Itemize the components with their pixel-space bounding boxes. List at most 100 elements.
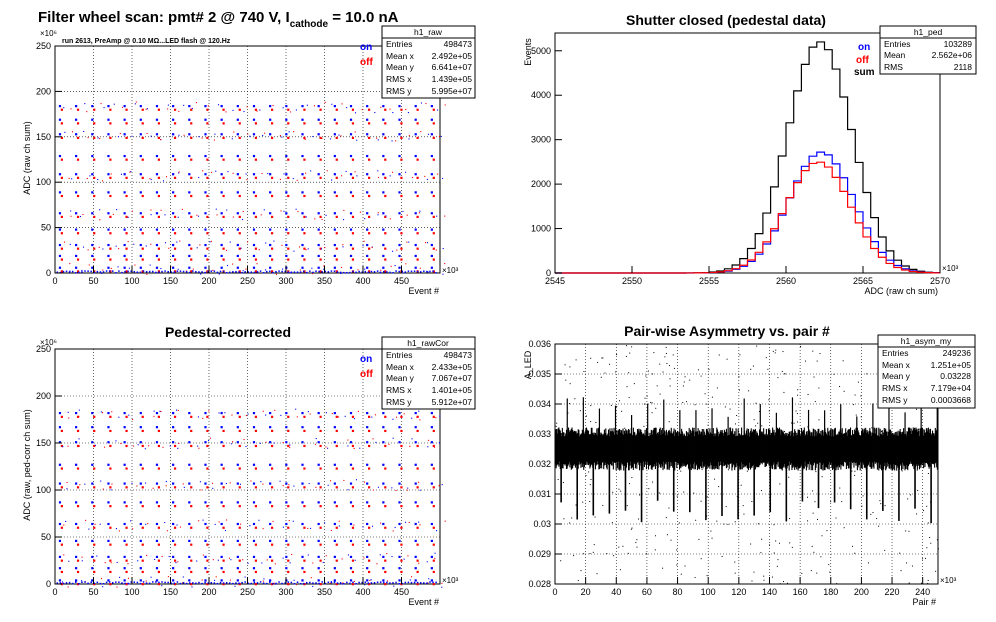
on-point [107,266,110,269]
on-point [299,271,302,273]
on-point [182,582,185,584]
asymmetry-outlier [800,346,802,348]
on-point [238,271,240,273]
on-point [124,270,126,273]
on-point [349,539,353,543]
asymmetry-outlier [879,500,881,502]
asymmetry-outlier [781,466,783,468]
on-point [414,501,417,504]
off-point [238,486,241,489]
on-point [84,581,86,583]
on-point [306,271,308,274]
on-point [391,140,393,142]
on-point [283,210,285,212]
off-point [136,485,138,487]
off-point [384,258,387,261]
on-point [295,109,297,111]
off-point [384,215,387,218]
asymmetry-outlier [596,573,598,575]
asymmetry-outlier [616,405,618,407]
off-point [206,444,209,448]
off-point [173,108,177,111]
pedestal-stats-value: 2.562e+06 [932,50,973,60]
on-point [58,579,62,582]
asymmetry-outlier [901,470,903,472]
on-point [71,178,73,180]
off-point [335,583,338,586]
on-point [177,268,179,270]
corrected-x-ticks: 0 50 100 150 200 250 300 350 400 450 [52,577,409,597]
on-point [87,270,89,272]
off-point [202,417,204,419]
off-point [157,444,160,448]
pedestal-stats-label: Mean [884,50,906,60]
asymmetry-outlier [880,503,882,505]
on-point [84,483,86,485]
off-point [173,215,177,218]
off-point [432,176,435,179]
off-point [396,416,398,418]
on-point [107,228,110,231]
asymmetry-outlier [927,579,929,581]
on-point [285,441,288,444]
asymmetry-outlier [564,364,566,366]
off-point [93,215,96,218]
off-point [418,212,420,214]
off-point [351,258,355,261]
off-point [173,467,177,470]
on-point [93,271,95,274]
asymmetry-outlier [785,444,787,446]
on-point [398,266,401,269]
off-point [93,444,96,448]
on-point [426,242,429,244]
off-point [145,580,147,582]
off-point [270,158,274,161]
off-point [127,241,129,243]
on-point [131,135,133,137]
off-point [93,258,96,261]
off-point [287,247,290,250]
asymmetry-outlier [923,510,925,512]
off-point [157,158,160,161]
on-point [172,243,175,247]
on-point [236,567,239,570]
off-point [63,524,65,526]
on-point [398,133,401,136]
on-point [349,154,353,158]
on-point [317,133,320,136]
on-point [197,416,199,418]
x-tick-label: 220 [885,587,900,597]
off-point [270,215,274,218]
off-point [141,258,144,261]
asymmetry-outlier [644,397,646,399]
asymmetry-outlier [678,522,680,524]
on-point [63,107,65,109]
off-point [132,528,134,530]
on-point [306,581,308,584]
off-point [131,210,133,212]
off-point [307,527,309,529]
on-point [430,118,433,121]
on-point [224,412,226,414]
asymmetry-outlier [602,504,604,506]
on-point [198,136,200,138]
off-point [109,505,112,508]
asymmetry-outlier [670,539,672,541]
off-point [319,158,322,161]
on-point [354,559,356,561]
off-point [287,467,290,470]
on-point [398,539,401,543]
off-point [93,570,96,574]
on-point [315,582,317,584]
asymmetry-outlier [618,453,620,455]
off-point [351,247,355,250]
on-point [78,409,80,411]
off-point [254,583,258,586]
on-point [75,118,78,121]
on-point [301,539,304,543]
asymmetry-outlier [748,390,750,392]
asymmetry-outlier [864,458,866,460]
off-point [335,543,338,546]
on-point [430,254,433,258]
y-tick-label: 200 [36,391,51,401]
